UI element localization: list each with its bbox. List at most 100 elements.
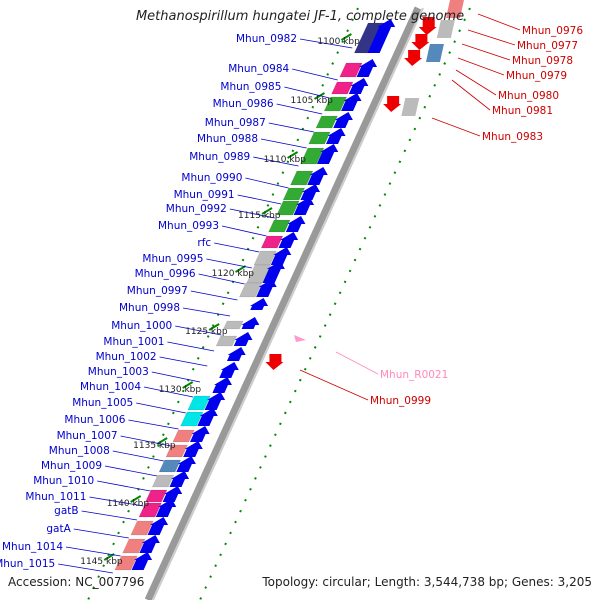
backbone-shadow — [152, 7, 424, 600]
gene-label-left: Mhun_0996 — [135, 268, 196, 280]
scale-label: 1110 kbp — [264, 155, 307, 165]
gene-label-right: Mhun_0981 — [492, 105, 553, 117]
scale-tick — [340, 33, 352, 41]
gene-label-left: Mhun_1011 — [25, 491, 86, 503]
cog-block — [122, 538, 146, 554]
gene-label-right: Mhun_0983 — [482, 131, 543, 143]
gene-arrow — [300, 184, 321, 200]
leader-line-left — [104, 465, 158, 477]
leader-line-right — [457, 57, 505, 76]
cog-block — [138, 502, 162, 518]
leader-line-left — [143, 386, 194, 398]
gene-arrow — [139, 535, 160, 553]
cog-block — [260, 235, 284, 249]
leader-line-left — [253, 156, 299, 167]
leader-line-left — [97, 480, 151, 492]
cog-block — [238, 282, 263, 298]
gene-label-left: Mhun_1005 — [72, 397, 133, 409]
gene-arrow-reverse — [404, 50, 423, 66]
gene-label-left: Mhun_1000 — [111, 320, 172, 332]
gene-label-left: Mhun_0986 — [213, 98, 274, 110]
leader-line-left — [198, 273, 245, 285]
leader-line-left — [292, 68, 338, 81]
cog-block — [114, 555, 138, 571]
leader-line-left — [190, 290, 238, 301]
backbone-track — [144, 6, 424, 600]
cog-block — [308, 131, 331, 145]
scale-label: 1100 kbp — [317, 37, 360, 47]
cog-block — [315, 115, 338, 129]
gene-label-left: Mhun_0989 — [189, 151, 250, 163]
gene-label-left: Mhun_1001 — [103, 336, 164, 348]
gene-arrow — [326, 128, 346, 144]
gene-label-left: gatB — [54, 505, 78, 517]
scale-tick — [235, 265, 247, 273]
leader-line-right — [477, 13, 521, 31]
scale-label: 1120 kbp — [212, 269, 255, 279]
leader-line-right — [335, 351, 379, 375]
rna-marker — [294, 335, 306, 342]
cog-block — [172, 429, 195, 443]
leader-line-left — [120, 435, 171, 447]
gene-label-left: Mhun_1003 — [88, 366, 149, 378]
gene-label-right: Mhun_0979 — [506, 70, 567, 82]
gene-arrow — [285, 216, 306, 232]
scale-tick — [130, 495, 142, 503]
cog-block — [165, 444, 188, 458]
cog-block — [215, 335, 238, 347]
tick-track-outer — [199, 7, 471, 600]
leader-line-left — [65, 546, 121, 557]
leader-line-left — [136, 402, 186, 414]
gene-arrow — [219, 362, 239, 378]
gene-label-left: Mhun_0991 — [174, 189, 235, 201]
leader-line-left — [128, 419, 179, 430]
leader-line-left — [268, 122, 315, 133]
gene-arrow — [307, 167, 328, 185]
cog-block — [187, 395, 211, 411]
cog-block — [151, 474, 175, 488]
gene-label-left: Mhun_0997 — [127, 285, 188, 297]
gene-label-left: rfc — [197, 237, 211, 249]
gene-arrow — [367, 19, 396, 53]
scale-tick — [182, 381, 194, 389]
gene-arrow — [197, 408, 218, 426]
leader-line-right — [461, 43, 511, 61]
leader-line-right — [431, 117, 481, 137]
leader-line-left — [151, 371, 201, 383]
gene-label-left: Mhun_1004 — [80, 381, 141, 393]
gene-label-left: Mhun_0982 — [236, 33, 297, 45]
scale-tick — [156, 437, 168, 445]
leader-line-left — [276, 103, 323, 115]
gene-label-left: Mhun_0992 — [166, 203, 227, 215]
gene-arrow — [250, 298, 269, 310]
gene-arrow — [233, 332, 253, 346]
cog-block-right — [446, 0, 464, 18]
scale-tick — [313, 92, 326, 100]
leader-line-right — [455, 69, 497, 96]
cog-block — [323, 96, 348, 112]
gene-arrow — [262, 261, 285, 283]
gene-label-left: Mhun_0987 — [205, 117, 266, 129]
gene-label-left: Mhun_1006 — [64, 414, 125, 426]
cog-block — [223, 320, 244, 330]
gene-arrow-reverse — [418, 17, 437, 35]
gene-label-left: Mhun_0995 — [142, 253, 203, 265]
scale-tick — [287, 151, 299, 159]
cog-block — [300, 147, 325, 165]
gene-label-left: Mhun_1007 — [57, 430, 118, 442]
cog-block — [290, 170, 314, 186]
gene-arrow — [226, 347, 246, 361]
gene-arrow — [131, 552, 153, 570]
accession-text: Accession: NC_007796 — [8, 575, 145, 589]
leader-line-left — [81, 510, 138, 521]
leader-line-left — [112, 450, 165, 462]
cog-block — [130, 520, 154, 536]
gene-label-left: Mhun_1015 — [0, 558, 55, 570]
gene-label-right: Mhun_0976 — [522, 25, 583, 37]
scale-label: 1130 kbp — [159, 385, 202, 395]
map-title: Methanospirillum hungatei JF-1, complete… — [135, 9, 465, 24]
scale-label: 1125 kbp — [185, 327, 228, 337]
gene-label-left: Mhun_1008 — [49, 445, 110, 457]
leader-line-left — [214, 242, 260, 253]
